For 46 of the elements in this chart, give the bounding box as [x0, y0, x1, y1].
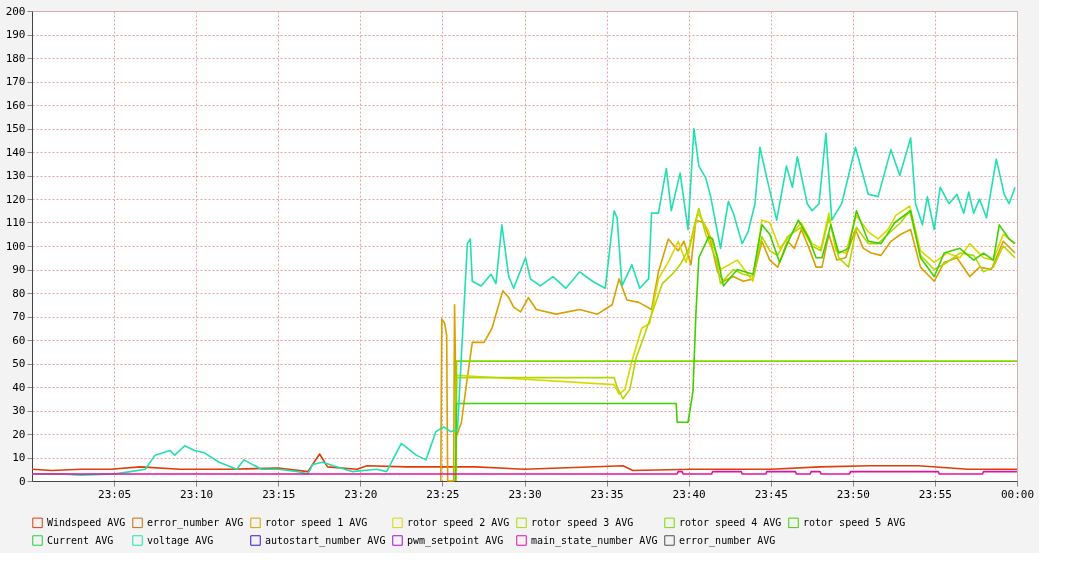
- y-tick-label: 50: [12, 357, 26, 370]
- x-tick-label: 23:55: [918, 487, 952, 501]
- x-tick-label: 23:45: [754, 487, 788, 501]
- x-tick-label: 23:35: [590, 487, 624, 501]
- legend-label: rotor speed 5 AVG: [803, 516, 906, 528]
- x-tick-label: 23:15: [262, 487, 296, 501]
- y-tick-label: 80: [12, 286, 26, 300]
- legend-label: rotor speed 2 AVG: [407, 516, 510, 528]
- y-tick-label: 20: [12, 427, 26, 441]
- y-tick-label: 90: [12, 263, 26, 276]
- legend-label: rotor speed 4 AVG: [679, 516, 782, 528]
- x-tick-label: 23:30: [508, 487, 542, 501]
- y-tick-label: 160: [5, 98, 26, 112]
- x-tick-label: 23:25: [426, 487, 460, 501]
- x-tick-label: 23:50: [836, 487, 870, 501]
- y-tick-label: 10: [12, 451, 26, 464]
- y-tick-label: 180: [5, 51, 26, 65]
- y-tick-label: 170: [5, 75, 26, 88]
- y-tick-label: 120: [5, 192, 26, 206]
- legend-label: main_state_number AVG: [531, 534, 658, 547]
- x-tick-label: 00:00: [1000, 487, 1035, 501]
- y-tick-label: 130: [5, 169, 26, 182]
- legend-label: rotor speed 1 AVG: [265, 516, 368, 528]
- legend-label: error_number AVG: [679, 534, 776, 547]
- y-tick-label: 110: [5, 216, 26, 229]
- y-tick-label: 190: [5, 28, 26, 41]
- y-tick-label: 70: [12, 310, 26, 323]
- legend-label: voltage AVG: [147, 534, 214, 546]
- x-tick-label: 23:05: [98, 487, 132, 501]
- legend-label: rotor speed 3 AVG: [531, 516, 634, 528]
- legend-label: autostart_number AVG: [265, 534, 386, 547]
- y-tick-label: 30: [12, 404, 26, 417]
- x-tick-label: 23:10: [180, 487, 214, 501]
- y-tick-label: 40: [12, 380, 26, 394]
- legend-label: pwm_setpoint AVG: [407, 534, 504, 547]
- y-tick-label: 100: [5, 239, 26, 253]
- x-tick-label: 23:40: [672, 487, 706, 501]
- y-tick-label: 200: [5, 4, 26, 18]
- y-tick-label: 60: [12, 333, 26, 347]
- y-tick-label: 0: [18, 474, 26, 488]
- y-tick-label: 140: [5, 145, 26, 159]
- legend-label: Windspeed AVG: [47, 516, 126, 528]
- x-tick-label: 23:20: [344, 487, 378, 501]
- y-tick-label: 150: [5, 122, 26, 135]
- legend-label: Current AVG: [47, 534, 114, 546]
- legend-label: error_number AVG: [147, 516, 244, 529]
